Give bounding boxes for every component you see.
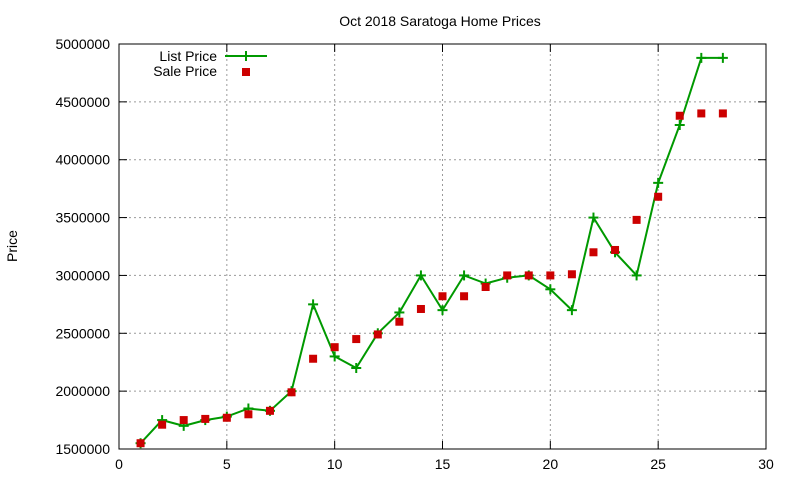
sale-price-point <box>438 292 447 301</box>
x-tick-label: 0 <box>115 456 123 472</box>
list-price-point <box>415 270 426 281</box>
sale-price-point <box>503 271 512 280</box>
list-price-point <box>566 305 577 316</box>
series-layer <box>135 52 728 449</box>
sale-price-point <box>524 271 533 280</box>
sale-price-point <box>460 292 469 301</box>
list-price-point <box>459 270 470 281</box>
y-tick-label: 5000000 <box>55 36 110 52</box>
sale-price-point <box>567 270 576 279</box>
list-price-point <box>717 52 728 63</box>
y-tick-label: 2500000 <box>55 325 110 341</box>
sale-price-point <box>481 283 490 291</box>
sale-price-point <box>654 192 663 201</box>
sale-price-point <box>136 439 145 448</box>
sale-price-point <box>373 330 382 339</box>
sale-price-point <box>201 414 210 423</box>
sale-price-point <box>244 410 253 419</box>
sale-price-point <box>265 406 274 415</box>
legend: List Price Sale Price <box>153 48 267 79</box>
sale-price-point <box>718 109 727 118</box>
x-tick-label: 30 <box>758 456 774 472</box>
list-price-point <box>674 120 685 130</box>
legend-swatch-sale-price <box>242 68 250 76</box>
tick-layer: 0 5 10 15 20 25 30 1500000 2000000 2500000 3000000… <box>55 36 774 472</box>
sale-price-point <box>675 111 684 120</box>
list-price-point <box>351 363 362 373</box>
sale-price-point <box>697 109 706 118</box>
sale-price-point <box>179 416 188 425</box>
y-tick-label: 3500000 <box>55 210 110 226</box>
sale-price-point <box>158 420 167 429</box>
list-price-point <box>696 52 707 63</box>
list-price-point <box>394 307 405 318</box>
chart-title: Oct 2018 Saratoga Home Prices <box>339 13 541 29</box>
x-tick-label: 5 <box>223 456 231 472</box>
list-price-point <box>631 270 642 281</box>
sale-price-point <box>330 343 339 352</box>
legend-marker-list-price <box>241 51 251 61</box>
sale-price-point <box>416 304 425 313</box>
x-tick-label: 10 <box>327 456 343 472</box>
sale-price-point <box>632 215 641 224</box>
sale-price-point <box>611 245 620 254</box>
sale-price-point <box>309 354 318 363</box>
y-tick-label: 2000000 <box>55 383 110 399</box>
list-price-point <box>545 284 556 295</box>
list-price-point <box>308 299 319 310</box>
y-tick-label: 4000000 <box>55 152 110 168</box>
list-price-line <box>139 56 723 444</box>
grid-layer <box>119 44 766 449</box>
list-price-point <box>329 351 340 362</box>
sale-price-point <box>589 248 598 257</box>
list-price-point <box>588 212 599 223</box>
plot-frame <box>118 43 767 450</box>
y-axis-label: Price <box>4 230 20 262</box>
x-tick-label: 25 <box>650 456 666 472</box>
y-tick-label: 3000000 <box>55 267 110 283</box>
x-tick-label: 15 <box>435 456 451 472</box>
y-tick-label: 1500000 <box>55 441 110 457</box>
y-tick-label: 4500000 <box>55 94 110 110</box>
list-price-point <box>437 305 448 316</box>
sale-price-point <box>546 271 555 280</box>
legend-label-sale-price: Sale Price <box>153 63 217 79</box>
list-price-point <box>653 177 664 188</box>
legend-label-list-price: List Price <box>159 48 217 64</box>
x-tick-label: 20 <box>543 456 559 472</box>
sale-price-point <box>222 413 231 422</box>
sale-price-point <box>287 388 296 397</box>
sale-price-point <box>395 317 404 326</box>
sale-price-point <box>352 335 361 344</box>
